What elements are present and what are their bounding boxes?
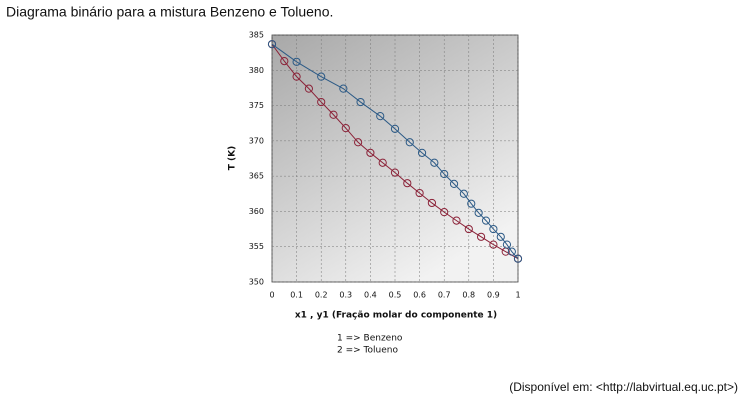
- data-point: [459, 189, 468, 198]
- data-point: [339, 84, 348, 93]
- data-point: [474, 208, 483, 217]
- data-point: [317, 72, 326, 81]
- data-point: [317, 97, 326, 107]
- data-point: [267, 40, 277, 49]
- data-point: [341, 124, 350, 133]
- y-tick-label: 355: [249, 242, 264, 251]
- data-point: [376, 112, 385, 121]
- data-point: [477, 232, 486, 241]
- data-point: [496, 232, 505, 241]
- page-title: Diagrama binário para a mistura Benzeno …: [6, 4, 333, 20]
- data-point: [507, 247, 516, 256]
- x-tick-label: 0.4: [364, 291, 377, 300]
- data-point: [467, 199, 476, 208]
- x-tick-label: 0.2: [315, 291, 328, 300]
- data-point: [415, 188, 424, 198]
- y-tick-label: 380: [249, 66, 264, 75]
- y-tick-label: 350: [249, 278, 264, 287]
- data-point: [390, 168, 400, 177]
- data-point: [489, 240, 498, 249]
- x-tick-label: 0.1: [290, 291, 303, 300]
- data-point: [356, 97, 365, 107]
- data-point: [304, 84, 313, 93]
- series-line: [271, 43, 519, 260]
- data-point: [378, 158, 387, 167]
- data-point: [452, 216, 461, 225]
- x-tick-label: 0.6: [413, 291, 426, 300]
- data-point: [427, 198, 436, 208]
- data-point: [481, 216, 491, 225]
- y-tick-label: 360: [249, 207, 264, 216]
- data-point: [489, 224, 498, 234]
- note: 1 => Benzeno: [337, 334, 403, 344]
- y-tick-label: 385: [249, 31, 264, 40]
- y-tick-label: 365: [249, 172, 264, 181]
- data-point: [449, 179, 459, 189]
- x-tick-label: 0.8: [462, 291, 475, 300]
- data-point: [405, 138, 414, 147]
- x-axis-label: x1 , y1 (Fração molar do componente 1): [295, 311, 497, 321]
- x-tick-label: 0.7: [438, 291, 451, 300]
- data-point: [354, 138, 363, 147]
- x-tick-label: 0.3: [339, 291, 352, 300]
- x-tick-label: 0: [269, 291, 274, 300]
- data-point: [440, 169, 449, 179]
- source: (Disponível em: <http://labvirtual.eq.uc…: [509, 380, 738, 394]
- data-point: [292, 57, 301, 66]
- data-point: [280, 57, 289, 66]
- x-tick-label: 0.9: [487, 291, 500, 300]
- y-axis-label: T (K): [228, 146, 238, 170]
- data-point: [430, 158, 439, 167]
- y-tick-label: 370: [249, 136, 264, 145]
- data-point: [417, 148, 427, 157]
- data-point: [502, 240, 512, 249]
- note: 2 => Tolueno: [337, 346, 398, 356]
- x-tick-label: 0.5: [389, 291, 402, 300]
- data-point: [390, 124, 400, 133]
- data-point: [292, 72, 301, 81]
- x-tick-label: 1: [515, 291, 520, 300]
- data-point: [403, 179, 412, 188]
- data-point: [440, 208, 449, 217]
- data-point: [464, 224, 473, 234]
- data-point: [329, 110, 338, 119]
- y-tick-label: 375: [249, 101, 264, 110]
- data-point: [513, 254, 523, 263]
- data-point: [366, 148, 375, 157]
